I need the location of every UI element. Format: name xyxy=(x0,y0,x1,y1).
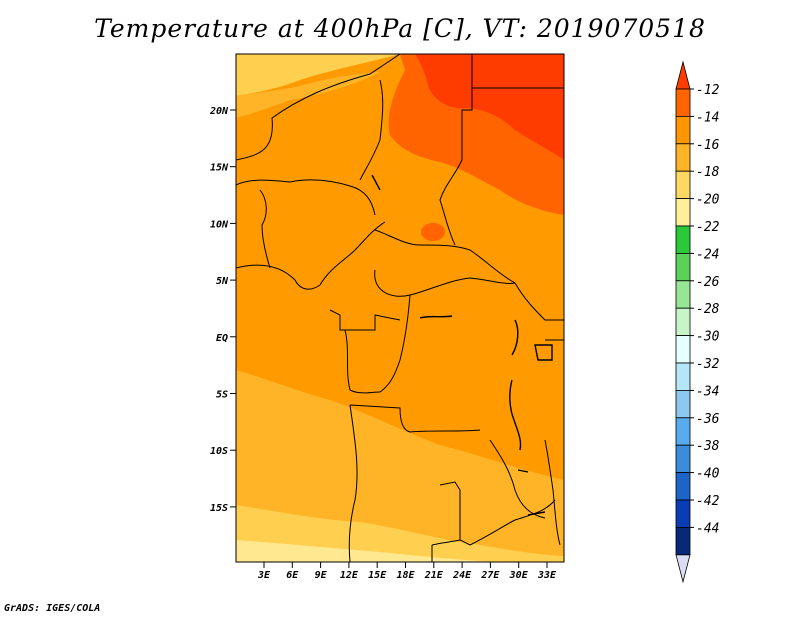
field-cool-north xyxy=(236,54,400,96)
temperature-map xyxy=(236,54,564,562)
colorbar-swatch xyxy=(675,472,691,501)
lake-outlines xyxy=(371,174,553,516)
colorbar-label: -40 xyxy=(696,467,720,482)
field-edge-south xyxy=(236,540,500,562)
lon-tick-label: 30E xyxy=(509,570,529,581)
colorbar-label: -36 xyxy=(696,412,720,427)
colorbar-swatch xyxy=(675,280,691,309)
colorbar-label: -20 xyxy=(696,193,720,208)
colorbar-swatch xyxy=(675,362,691,391)
colorbar-swatch xyxy=(675,335,691,364)
colorbar-label: -14 xyxy=(696,110,719,125)
lat-tick-label: 10S xyxy=(210,446,228,457)
colorbar-label: -44 xyxy=(696,521,719,536)
field-core-northeast xyxy=(415,54,564,160)
colorbar-swatch xyxy=(675,88,691,117)
colorbar-swatch xyxy=(675,143,691,172)
lon-tick-label: 21E xyxy=(424,570,444,581)
colorbar-label: -22 xyxy=(696,220,720,235)
colorbar-swatch xyxy=(675,307,691,337)
map-frame xyxy=(235,53,565,563)
lat-tick-label: 10N xyxy=(210,219,229,230)
lon-tick-label: 3E xyxy=(257,570,271,581)
lat-tick-label: 20N xyxy=(209,106,229,117)
lon-tick-label: 12E xyxy=(340,570,359,581)
colorbar-label: -34 xyxy=(696,384,719,399)
field-hot-spot xyxy=(421,223,445,241)
lat-tick-label: 5S xyxy=(216,390,228,401)
lon-tick-label: 6E xyxy=(286,570,299,581)
lon-tick-label: 15E xyxy=(368,570,387,581)
lat-tick-label: 5N xyxy=(216,276,229,287)
lon-tick-label: 18E xyxy=(396,570,415,581)
colorbar-swatch xyxy=(675,499,691,528)
country-borders xyxy=(236,54,564,562)
lon-tick-label: 24E xyxy=(452,570,472,581)
field-mid-south xyxy=(236,370,564,562)
lon-tick-label: 9E xyxy=(315,570,328,581)
colorbar-swatch xyxy=(675,252,691,282)
colorbar-swatch xyxy=(675,170,691,199)
lon-tick-label: 27E xyxy=(480,570,500,581)
lat-tick-label: 15S xyxy=(210,503,228,514)
colorbar: -12 -14 -16 -18 -20 -22 -24 -26 -28 -30 -32 -34 -36 -… xyxy=(675,60,720,584)
colorbar-swatch xyxy=(675,225,691,254)
credit-text: GrADS: IGES/COLA xyxy=(4,603,101,614)
colorbar-swatch xyxy=(675,527,691,556)
colorbar-swatch xyxy=(675,198,691,227)
longitude-axis: 3E 6E 9E 12E 15E 18E 21E 24E 27E 30E 33E xyxy=(257,562,557,581)
colorbar-label: -18 xyxy=(696,165,720,180)
colorbar-label: -12 xyxy=(696,83,720,98)
colorbar-label: -38 xyxy=(696,439,720,454)
colorbar-label: -24 xyxy=(696,247,719,262)
latitude-axis: 20N 15N 10N 5N EQ 5S 10S 15S xyxy=(209,106,236,514)
colorbar-label: -42 xyxy=(696,494,720,509)
colorbar-swatch xyxy=(675,116,691,145)
colorbar-swatch xyxy=(675,389,691,419)
field-mid-north xyxy=(236,72,380,118)
colorbar-swatch xyxy=(675,417,691,446)
lon-tick-label: 33E xyxy=(537,570,557,581)
colorbar-label: -30 xyxy=(696,330,720,345)
colorbar-label: -32 xyxy=(696,357,720,372)
colorbar-top-arrow xyxy=(675,60,691,90)
colorbar-swatch xyxy=(675,444,691,474)
lat-tick-label: EQ xyxy=(216,333,228,344)
colorbar-label: -26 xyxy=(696,275,720,290)
colorbar-bottom-arrow xyxy=(675,554,691,584)
lat-tick-label: 15N xyxy=(210,163,229,174)
colorbar-label: -16 xyxy=(696,138,720,153)
chart-title: Temperature at 400hPa [C], VT: 201907051… xyxy=(94,14,706,43)
colorbar-label: -28 xyxy=(696,302,720,317)
